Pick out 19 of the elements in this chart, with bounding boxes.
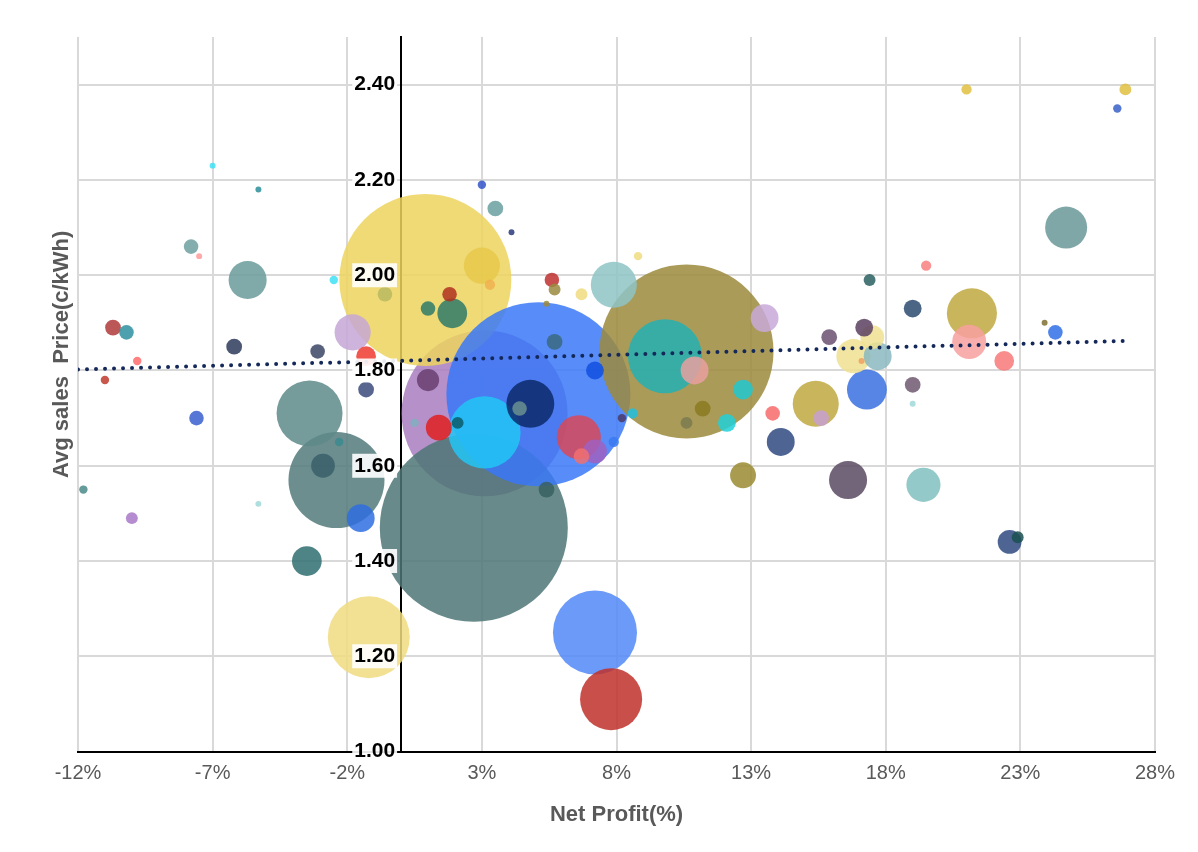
y-tick-label: 1.00 xyxy=(354,738,396,762)
y-tick-label: 2.00 xyxy=(354,262,396,285)
x-tick-label: 28% xyxy=(1134,761,1176,784)
y-tick-label: 1.40 xyxy=(354,547,396,571)
x-axis-title: Net Profit(%) xyxy=(549,800,684,826)
y-tick-label: 1.60 xyxy=(354,452,396,476)
y-tick-label: 1.80 xyxy=(354,357,396,381)
x-tick-label: -12% xyxy=(54,761,102,784)
x-tick-label: 3% xyxy=(467,761,497,784)
y-tick-label: 2.40 xyxy=(354,71,396,95)
x-tick-label: -7% xyxy=(194,761,231,784)
y-tick-label: 1.20 xyxy=(354,643,396,667)
x-tick-label: 8% xyxy=(602,761,632,784)
x-tick-label: 13% xyxy=(731,761,772,784)
x-tick-label: 18% xyxy=(865,761,906,784)
y-tick-label: 2.20 xyxy=(354,166,396,190)
x-tick-label: 23% xyxy=(1000,761,1041,784)
x-tick-label: -2% xyxy=(329,761,366,784)
y-axis-title: Avg sales Price(c/kWh) xyxy=(48,230,74,478)
